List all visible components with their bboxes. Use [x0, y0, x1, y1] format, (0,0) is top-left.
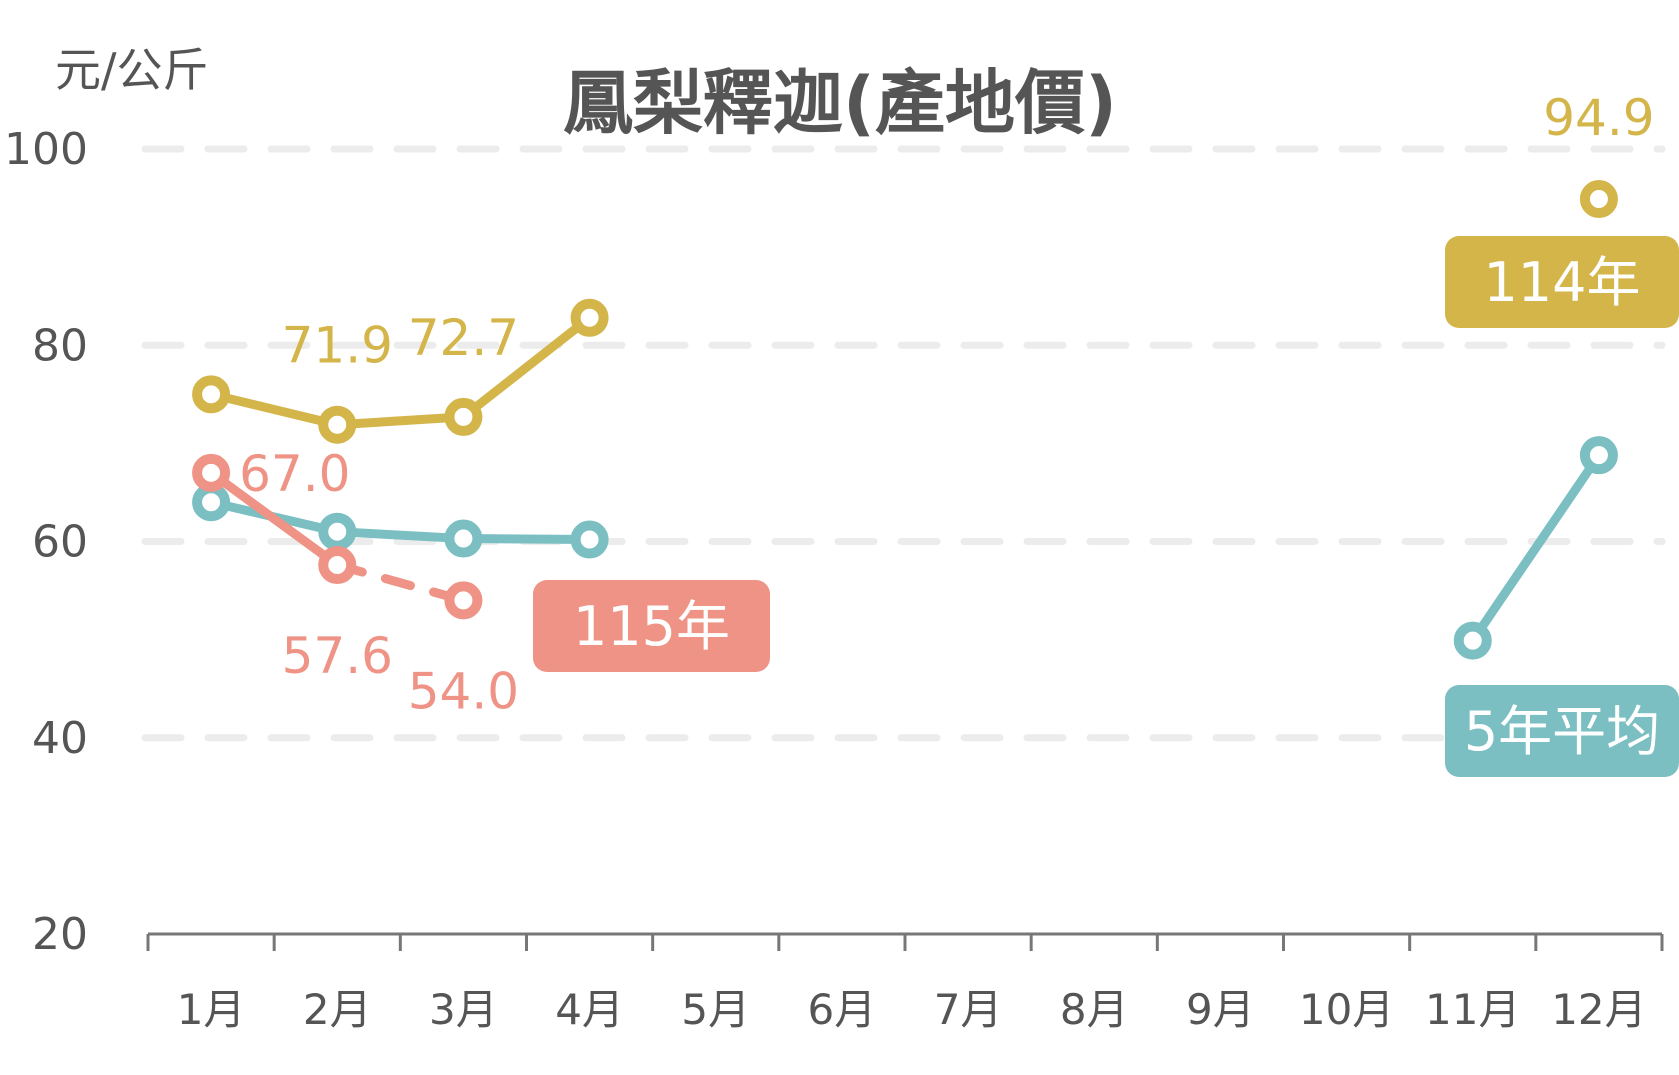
- x-tick-label: 6月: [808, 985, 877, 1034]
- gridlines: [141, 145, 1666, 742]
- x-tick-label: 2月: [303, 985, 372, 1034]
- y-tick-20: 20: [32, 909, 88, 960]
- x-tick-label: 1月: [177, 985, 246, 1034]
- series-114-point: [192, 375, 231, 414]
- series-5yr-avg-point: [192, 483, 231, 522]
- series-115-segment: [206, 468, 342, 570]
- series-114-segment: [332, 412, 468, 430]
- x-tick-label: 4月: [555, 985, 624, 1034]
- data-labels: 71.9 72.7 94.9 67.0 57.6 54.0: [239, 89, 1654, 720]
- series-114-point: [570, 298, 609, 337]
- series-5yr-avg-segment: [332, 527, 468, 544]
- series-115-point: [444, 581, 483, 620]
- series-114: [192, 180, 1618, 444]
- y-axis-unit: 元/公斤: [55, 43, 209, 97]
- legend-tag-5yr-avg: 5年平均: [1445, 685, 1679, 777]
- series-5yr-avg-point: [444, 519, 483, 558]
- series-5yr-avg-point: [1579, 436, 1618, 475]
- legend-tag-114-box: [1445, 236, 1679, 328]
- data-label: 67.0: [239, 445, 350, 503]
- y-tick-100: 100: [4, 124, 88, 175]
- legend-tag-5yr-avg-label: 5年平均: [1464, 700, 1660, 763]
- series-115-point: [318, 546, 357, 585]
- series-5yr-avg-point: [1453, 621, 1492, 660]
- series-5yr-avg-segment: [458, 534, 595, 545]
- series-layer: [192, 180, 1618, 660]
- legend-tag-114: 114年: [1445, 236, 1679, 328]
- x-tick-label: 3月: [429, 985, 498, 1034]
- legend-tag-114-label: 114年: [1483, 251, 1640, 314]
- series-5yr-avg: [192, 436, 1618, 660]
- series-5yr-avg-segment: [1468, 450, 1604, 646]
- legend-tag-115-box: [533, 580, 770, 672]
- x-tick-label: 5月: [681, 985, 750, 1034]
- x-tick-label: 9月: [1186, 985, 1255, 1034]
- series-115-segment: [332, 560, 468, 605]
- legend-tag-115: 115年: [533, 580, 770, 672]
- legend-tag-5yr-avg-box: [1445, 685, 1679, 777]
- series-115-point: [192, 453, 231, 492]
- data-label: 57.6: [282, 627, 393, 685]
- legend-tag-115-label: 115年: [573, 595, 730, 658]
- series-114-point: [444, 397, 483, 436]
- series-114-segment: [206, 389, 342, 430]
- series-tags: 114年 5年平均 115年: [533, 236, 1679, 777]
- data-label: 94.9: [1543, 89, 1654, 147]
- series-5yr-avg-point: [570, 520, 609, 559]
- y-axis-ticks: 20 40 60 80 100: [4, 124, 88, 960]
- x-tick-label: 7月: [934, 985, 1003, 1034]
- chart-title: 鳳梨釋迦(產地價): [563, 62, 1117, 144]
- series-114-point: [318, 405, 357, 444]
- series-114-segment: [458, 313, 595, 422]
- x-axis: 1月 2月 3月 4月 5月 6月 7月 8月 9月 10月 11月 12月: [146, 932, 1664, 1034]
- y-tick-60: 60: [32, 517, 88, 568]
- data-label: 54.0: [408, 662, 519, 720]
- series-115: [192, 453, 483, 620]
- x-tick-label: 10月: [1299, 985, 1394, 1034]
- series-114-point: [1579, 180, 1618, 219]
- data-label: 71.9: [282, 317, 393, 375]
- x-tick-label: 8月: [1060, 985, 1129, 1034]
- data-label: 72.7: [408, 309, 519, 367]
- x-tick-label: 12月: [1551, 985, 1646, 1034]
- y-tick-80: 80: [32, 320, 88, 371]
- y-tick-40: 40: [32, 713, 88, 764]
- series-5yr-avg-point: [318, 512, 357, 551]
- x-tick-label: 11月: [1425, 985, 1520, 1034]
